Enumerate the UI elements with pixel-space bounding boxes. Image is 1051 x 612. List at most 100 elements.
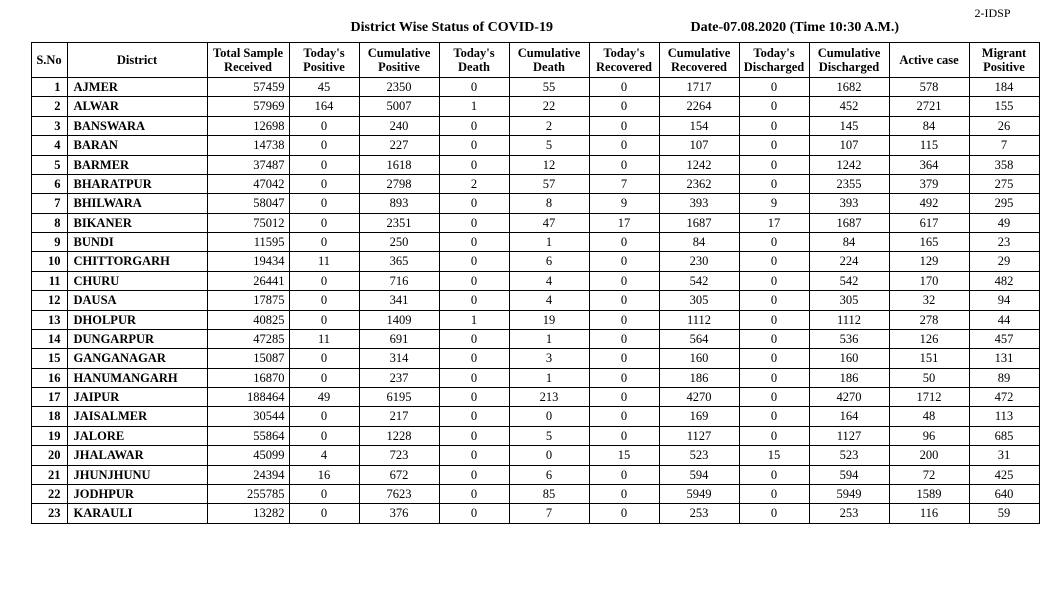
cell-td: 0 [439, 291, 509, 310]
cell-cp: 365 [359, 252, 439, 271]
cell-tdis: 0 [739, 271, 809, 290]
cell-sample: 188464 [207, 388, 289, 407]
cell-tp: 0 [289, 271, 359, 290]
cell-tp: 49 [289, 388, 359, 407]
cell-sno: 10 [31, 252, 67, 271]
cell-td: 1 [439, 310, 509, 329]
cell-sno: 17 [31, 388, 67, 407]
cell-cd: 8 [509, 194, 589, 213]
cell-cdis: 393 [809, 194, 889, 213]
cell-tdis: 0 [739, 252, 809, 271]
cell-cd: 19 [509, 310, 589, 329]
cell-sno: 13 [31, 310, 67, 329]
cell-mig: 49 [969, 213, 1039, 232]
cell-sno: 8 [31, 213, 67, 232]
table-row: 4BARAN14738022705010701071157 [31, 136, 1039, 155]
cell-tp: 0 [289, 155, 359, 174]
cell-sno: 12 [31, 291, 67, 310]
cell-tp: 0 [289, 310, 359, 329]
cell-cp: 723 [359, 446, 439, 465]
cell-cd: 57 [509, 174, 589, 193]
cell-district: AJMER [67, 78, 207, 97]
cell-cp: 1618 [359, 155, 439, 174]
cell-active: 72 [889, 465, 969, 484]
cell-tr: 0 [589, 465, 659, 484]
table-body: 1AJMER5745945235005501717016825781842ALW… [31, 78, 1039, 524]
cell-tr: 0 [589, 329, 659, 348]
cell-tdis: 0 [739, 78, 809, 97]
cell-sno: 1 [31, 78, 67, 97]
cell-cd: 3 [509, 349, 589, 368]
cell-tp: 11 [289, 252, 359, 271]
cell-tp: 0 [289, 484, 359, 503]
cell-tp: 0 [289, 407, 359, 426]
cell-tdis: 0 [739, 349, 809, 368]
cell-sample: 15087 [207, 349, 289, 368]
cell-cd: 0 [509, 407, 589, 426]
cell-cd: 12 [509, 155, 589, 174]
cell-tr: 0 [589, 271, 659, 290]
cell-district: DUNGARPUR [67, 329, 207, 348]
cell-active: 578 [889, 78, 969, 97]
cell-tr: 0 [589, 504, 659, 523]
cell-active: 165 [889, 233, 969, 252]
cell-td: 0 [439, 349, 509, 368]
cell-cd: 1 [509, 329, 589, 348]
table-row: 10CHITTORGARH1943411365060230022412929 [31, 252, 1039, 271]
cell-cdis: 452 [809, 97, 889, 116]
cell-cd: 5 [509, 136, 589, 155]
cell-tr: 0 [589, 136, 659, 155]
cell-active: 617 [889, 213, 969, 232]
cell-cr: 393 [659, 194, 739, 213]
cell-cp: 376 [359, 504, 439, 523]
cell-tp: 0 [289, 174, 359, 193]
cell-tr: 0 [589, 97, 659, 116]
cell-active: 48 [889, 407, 969, 426]
cell-mig: 31 [969, 446, 1039, 465]
cell-cr: 305 [659, 291, 739, 310]
cell-district: GANGANAGAR [67, 349, 207, 368]
cell-tdis: 0 [739, 388, 809, 407]
cell-cd: 2 [509, 116, 589, 135]
cell-tr: 0 [589, 388, 659, 407]
cell-tr: 0 [589, 291, 659, 310]
cell-tdis: 0 [739, 310, 809, 329]
cell-sno: 15 [31, 349, 67, 368]
cell-tr: 0 [589, 426, 659, 445]
cell-sample: 47285 [207, 329, 289, 348]
cell-mig: 23 [969, 233, 1039, 252]
cell-td: 0 [439, 388, 509, 407]
cell-sample: 47042 [207, 174, 289, 193]
cell-district: HANUMANGARH [67, 368, 207, 387]
cell-sno: 16 [31, 368, 67, 387]
cell-tp: 0 [289, 213, 359, 232]
cell-sample: 30544 [207, 407, 289, 426]
column-header: Total Sample Received [207, 43, 289, 78]
page-title: District Wise Status of COVID-19 [351, 20, 553, 36]
cell-cr: 84 [659, 233, 739, 252]
cell-sno: 2 [31, 97, 67, 116]
column-header: District [67, 43, 207, 78]
cell-district: JALORE [67, 426, 207, 445]
cell-cp: 2798 [359, 174, 439, 193]
cell-tr: 0 [589, 368, 659, 387]
cell-cdis: 160 [809, 349, 889, 368]
table-row: 19JALORE558640122805011270112796685 [31, 426, 1039, 445]
cell-cr: 5949 [659, 484, 739, 503]
column-header: S.No [31, 43, 67, 78]
cell-sample: 45099 [207, 446, 289, 465]
cell-td: 0 [439, 504, 509, 523]
page-id-label: 2-IDSP [974, 6, 1010, 21]
cell-district: CHITTORGARH [67, 252, 207, 271]
cell-mig: 113 [969, 407, 1039, 426]
cell-cdis: 523 [809, 446, 889, 465]
cell-tdis: 17 [739, 213, 809, 232]
cell-district: JODHPUR [67, 484, 207, 503]
table-row: 9BUNDI1159502500108408416523 [31, 233, 1039, 252]
cell-sample: 57969 [207, 97, 289, 116]
cell-tp: 16 [289, 465, 359, 484]
cell-cdis: 1682 [809, 78, 889, 97]
column-header: Cumulative Recovered [659, 43, 739, 78]
cell-sample: 37487 [207, 155, 289, 174]
cell-sample: 26441 [207, 271, 289, 290]
